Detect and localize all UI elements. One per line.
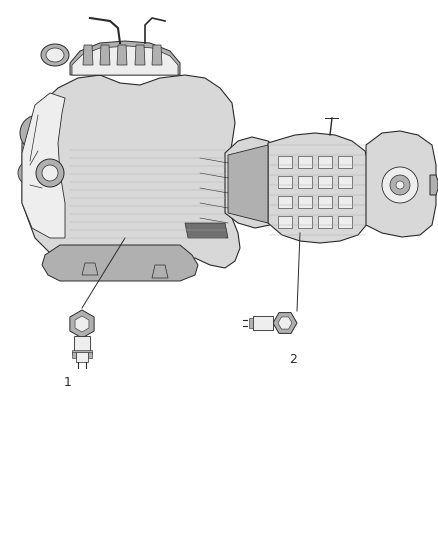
Bar (278, 176, 292, 188)
Bar (278, 196, 292, 208)
Circle shape (382, 167, 418, 203)
Bar (253, 316, 273, 330)
Polygon shape (225, 137, 285, 228)
Circle shape (18, 161, 42, 185)
Bar (298, 156, 312, 168)
Circle shape (32, 168, 52, 188)
Polygon shape (70, 310, 94, 338)
Polygon shape (100, 45, 110, 65)
Text: 2: 2 (289, 353, 297, 366)
Circle shape (20, 115, 56, 151)
Polygon shape (152, 45, 162, 65)
Polygon shape (185, 223, 228, 238)
Bar (249, 318, 253, 328)
Bar (298, 176, 312, 188)
Text: 1: 1 (64, 376, 72, 389)
Polygon shape (83, 45, 93, 65)
Polygon shape (228, 145, 268, 223)
Polygon shape (135, 45, 145, 65)
Bar (298, 196, 312, 208)
Circle shape (34, 129, 42, 137)
Bar (72, 350, 92, 354)
Polygon shape (278, 317, 292, 329)
Bar (76, 352, 88, 362)
Polygon shape (70, 41, 180, 75)
Ellipse shape (46, 48, 64, 62)
Bar (298, 216, 312, 228)
Polygon shape (75, 316, 89, 332)
Bar (278, 156, 292, 168)
Bar (338, 196, 352, 208)
Polygon shape (268, 133, 370, 243)
Bar (338, 176, 352, 188)
Polygon shape (273, 313, 297, 334)
Circle shape (36, 159, 64, 187)
Polygon shape (117, 45, 127, 65)
Bar (278, 216, 292, 228)
Polygon shape (366, 131, 436, 237)
Bar (88, 352, 92, 358)
Polygon shape (82, 263, 98, 275)
Polygon shape (152, 265, 168, 278)
Polygon shape (42, 245, 198, 281)
Bar (318, 216, 332, 228)
Bar (318, 156, 332, 168)
Bar (318, 196, 332, 208)
Bar (74, 336, 90, 352)
Circle shape (23, 166, 37, 180)
Polygon shape (22, 93, 65, 238)
Circle shape (28, 123, 48, 143)
Polygon shape (72, 46, 178, 75)
Bar (338, 216, 352, 228)
Polygon shape (22, 75, 240, 275)
Circle shape (396, 181, 404, 189)
Circle shape (390, 175, 410, 195)
Polygon shape (430, 175, 438, 195)
Ellipse shape (41, 44, 69, 66)
Bar (318, 176, 332, 188)
Bar (72, 352, 76, 358)
Bar (338, 156, 352, 168)
Circle shape (42, 165, 58, 181)
